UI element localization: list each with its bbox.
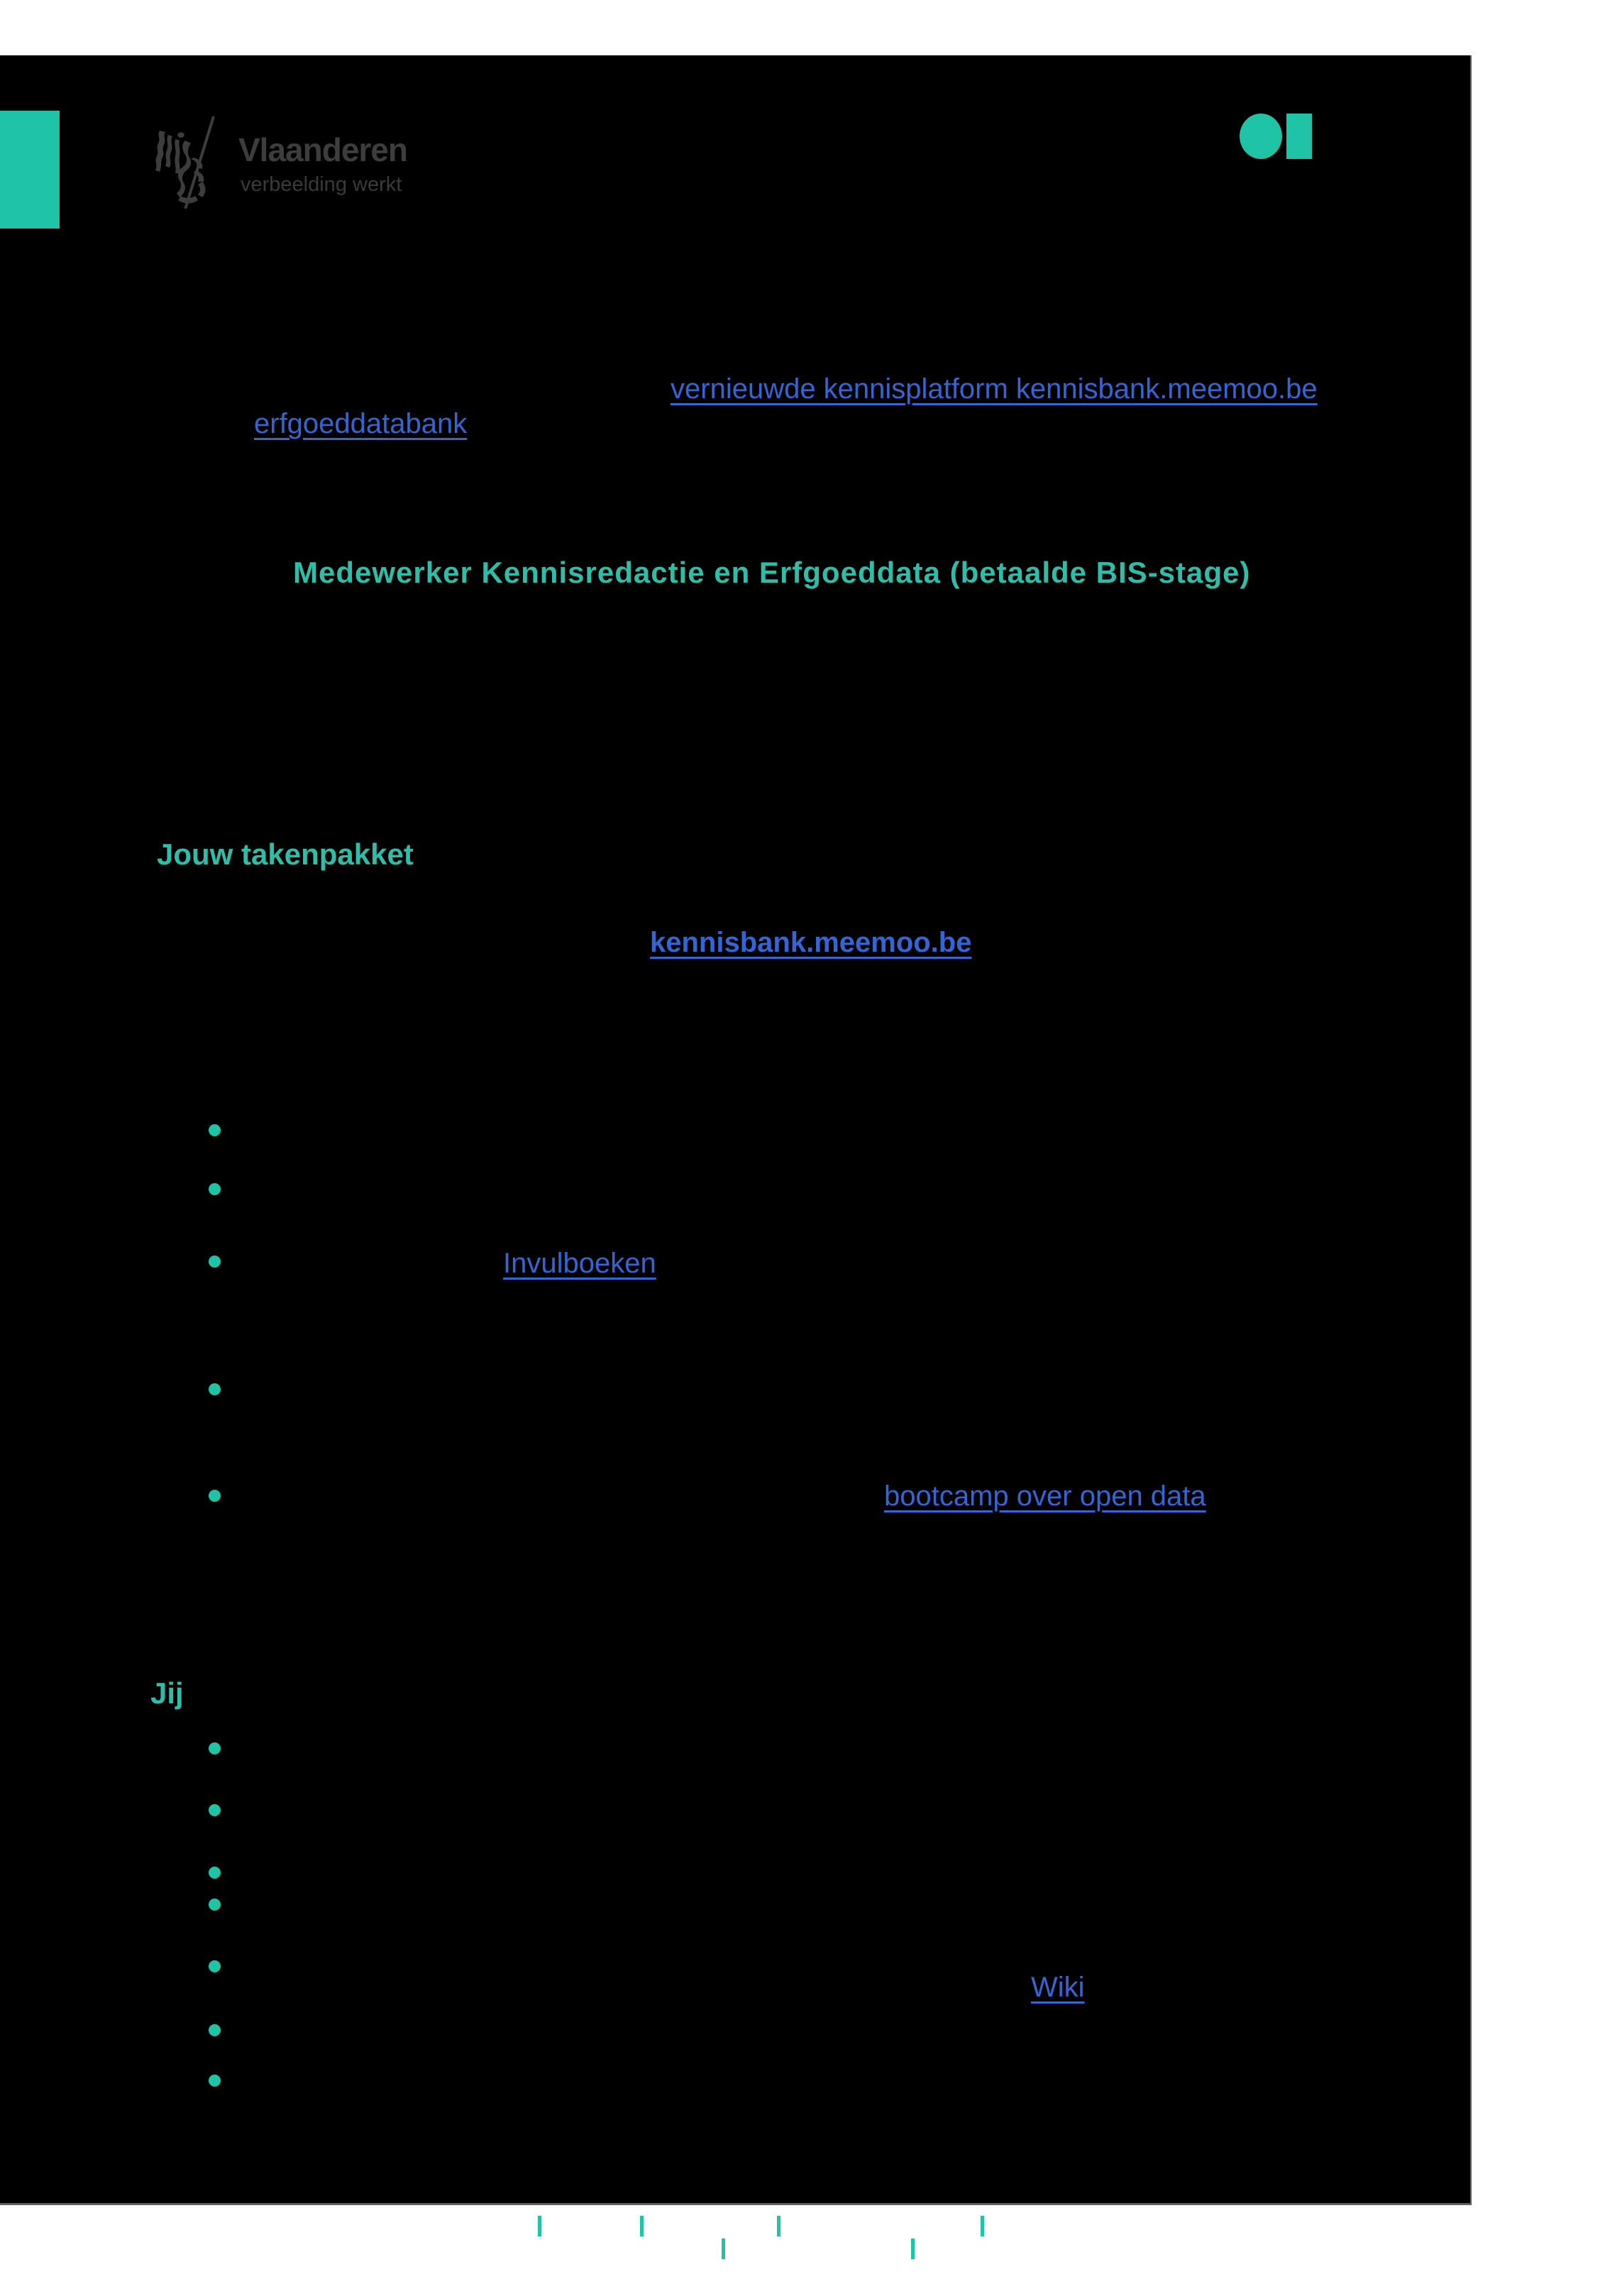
flanders-logo-wordmark: Vlaanderen (238, 131, 408, 168)
bullet-icon (209, 1742, 221, 1754)
section-heading-takenpakket: Jouw takenpakket (157, 837, 414, 871)
bullet-icon (209, 1804, 221, 1816)
flanders-lion-icon (155, 131, 206, 204)
footer-separator-icon (722, 2239, 725, 2259)
bullet-icon (209, 1124, 221, 1136)
vacancy-title: Medewerker Kennisredactie en Erfgoeddata… (293, 556, 1251, 589)
bullet-icon (209, 1183, 221, 1195)
footer-separator-icon (777, 2216, 780, 2236)
pdf-page: Vlaanderen verbeelding werkt vernieuwde … (0, 55, 1472, 2259)
bullet-icon (209, 2075, 221, 2087)
meemoo-logo-bar-icon (1286, 114, 1312, 159)
bullet-icon (209, 1960, 221, 1972)
link-wiki[interactable]: Wiki (1031, 1972, 1085, 2003)
bullet-icon (209, 1490, 221, 1502)
link-vernieuwde-kennisplatform[interactable]: vernieuwde kennisplatform kennisbank.mee… (671, 373, 1318, 405)
footer-separator-icon (911, 2239, 915, 2259)
link-bootcamp-open-data[interactable]: bootcamp over open data (884, 1481, 1206, 1512)
meemoo-logo-circle-icon (1240, 114, 1282, 159)
bullet-icon (209, 2024, 221, 2036)
bullet-icon (209, 1867, 221, 1879)
bullet-icon (209, 1383, 221, 1395)
section-heading-jij: Jij (150, 1676, 184, 1710)
link-invulboeken[interactable]: Invulboeken (503, 1248, 656, 1279)
footer-separator-icon (538, 2216, 541, 2236)
flanders-logo-tagline: verbeelding werkt (241, 173, 402, 196)
bullet-icon (209, 1256, 221, 1268)
flanders-teal-corner-block (0, 111, 60, 229)
link-kennisbank-meemoo[interactable]: kennisbank.meemoo.be (650, 927, 972, 958)
footer-separator-icon (640, 2216, 644, 2236)
link-erfgoeddatabank[interactable]: erfgoeddatabank (254, 408, 468, 439)
bullet-icon (209, 1899, 221, 1911)
footer-separator-icon (981, 2216, 984, 2236)
